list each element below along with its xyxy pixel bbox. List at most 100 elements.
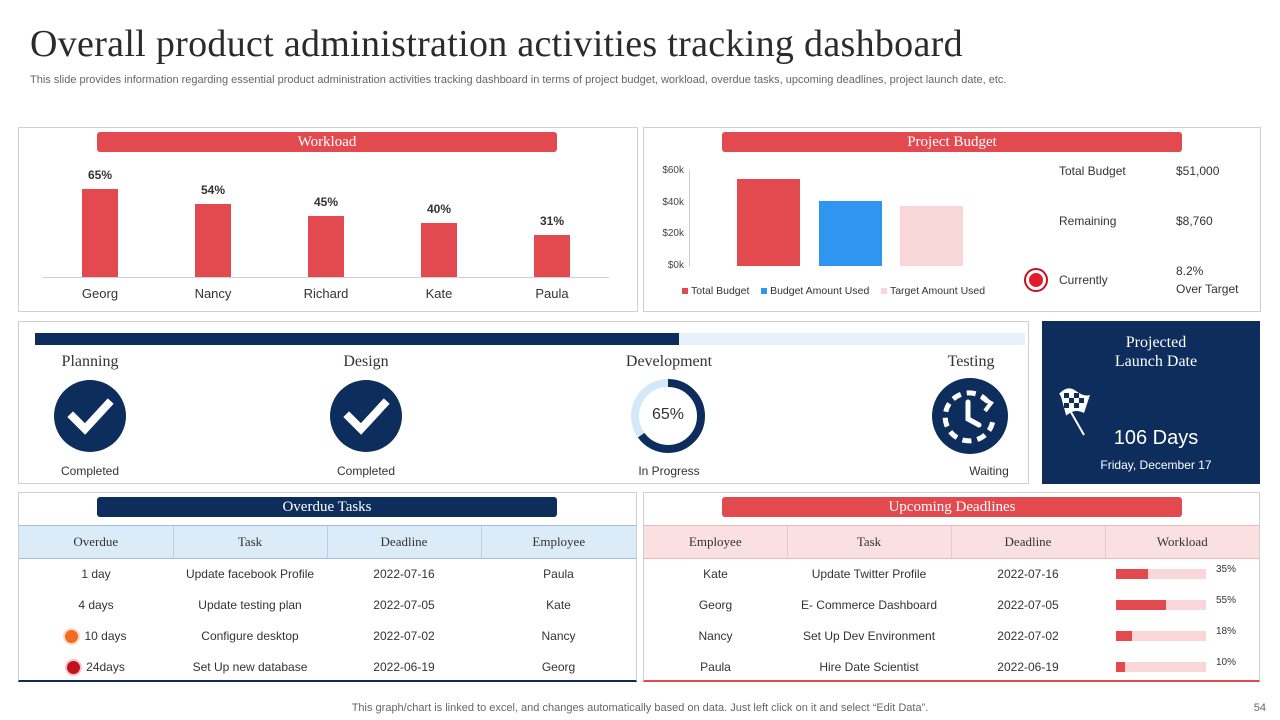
launch-title-line1: Projected — [1125, 334, 1187, 351]
table-row[interactable]: 24days Set Up new database 2022-06-19 Ge… — [19, 652, 636, 683]
budget-title: Project Budget — [722, 132, 1182, 152]
col-workload: Workload — [1104, 525, 1259, 559]
table-row[interactable]: Nancy Set Up Dev Environment 2022-07-02 … — [644, 621, 1259, 652]
overdue-cell: 1 day — [19, 559, 173, 590]
table-row[interactable]: Georg E- Commerce Dashboard 2022-07-05 5… — [644, 590, 1259, 621]
col-task: Task — [786, 525, 951, 559]
table-row[interactable]: 1 day Update facebook Profile 2022-07-16… — [19, 559, 636, 590]
employee-cell: Nancy — [698, 629, 733, 643]
legend-label-target: Target Amount Used — [889, 285, 986, 297]
legend-label-total: Total Budget — [691, 285, 750, 297]
employee-cell: Paula — [543, 567, 574, 582]
phase-development-status: In Progress — [638, 464, 700, 478]
workload-bar[interactable] — [421, 223, 457, 277]
workload-bar-label: 65% — [87, 168, 113, 183]
workload-bar[interactable] — [82, 189, 118, 277]
workload-panel: Workload 65% Georg 54% Nancy 45% Richard 40% Ka… — [18, 127, 638, 312]
phase-design-status: Completed — [336, 464, 396, 478]
clock-icon — [932, 378, 1008, 454]
deadline-cell: 2022-06-19 — [373, 660, 435, 674]
workload-title: Workload — [97, 132, 557, 152]
footer-note: This graph/chart is linked to excel, and… — [351, 702, 929, 714]
budget-panel: Project Budget $60k $40k $20k $0k Total Bud… — [643, 127, 1261, 312]
deadline-cell: 2022-07-02 — [997, 629, 1059, 643]
deadline-cell: 2022-06-19 — [997, 660, 1059, 674]
employee-cell: Georg — [541, 660, 576, 674]
table-row[interactable]: Paula Hire Date Scientist 2022-06-19 10% — [644, 652, 1259, 683]
table-row[interactable]: 10 days Configure desktop 2022-07-02 Nan… — [19, 621, 636, 652]
workload-chart[interactable]: 65% Georg 54% Nancy 45% Richard 40% Kate 31% Paul… — [19, 128, 639, 313]
col-task: Task — [172, 525, 327, 559]
budget-y-tick: $20k — [662, 228, 684, 240]
workload-progress-fill — [1116, 599, 1166, 610]
budget-bar[interactable] — [900, 205, 963, 266]
workload-pct: 35% — [1216, 564, 1237, 575]
workload-cell: 35% — [1105, 559, 1259, 590]
workload-baseline — [43, 277, 609, 278]
workload-category-label: Kate — [425, 286, 453, 301]
workload-bar[interactable] — [195, 204, 231, 277]
budget-legend: Total Budget Budget Amount Used Target A… — [682, 285, 985, 297]
alert-icon — [1024, 268, 1048, 292]
workload-progress-fill — [1116, 661, 1125, 672]
workload-bar[interactable] — [534, 235, 570, 277]
legend-swatch-total — [682, 288, 688, 295]
task-cell: Hire Date Scientist — [819, 660, 919, 674]
budget-bar[interactable] — [737, 178, 800, 266]
upcoming-title: Upcoming Deadlines — [722, 497, 1182, 517]
workload-progress — [1116, 661, 1206, 672]
overdue-cell: 4 days — [19, 590, 173, 621]
budget-y-axis — [689, 170, 690, 267]
budget-y-tick: $60k — [662, 165, 684, 176]
upcoming-panel: Upcoming Deadlines Employee Task Deadlin… — [643, 492, 1260, 682]
budget-chart[interactable]: $60k $40k $20k $0k — [644, 128, 1024, 313]
deadline-cell: 2022-07-05 — [997, 598, 1059, 612]
workload-bar-label: 40% — [426, 202, 452, 216]
workload-progress — [1116, 630, 1206, 641]
task-cell: Set Up Dev Environment — [802, 629, 936, 643]
development-donut: 65% — [630, 378, 706, 454]
launch-card: Projected Launch Date 106 Days Friday, D… — [1042, 321, 1260, 484]
workload-category-label: Georg — [81, 286, 119, 301]
workload-bar-label: 54% — [200, 183, 226, 198]
phase-testing-status: Waiting — [969, 464, 1009, 478]
workload-progress — [1116, 599, 1206, 610]
employee-cell: Nancy — [541, 629, 576, 643]
task-cell: Set Up new database — [192, 660, 308, 674]
legend-label-used: Budget Amount Used — [770, 285, 870, 297]
phases-panel: Planning Completed Design Completed Deve… — [18, 321, 1029, 484]
workload-bar[interactable] — [308, 216, 344, 277]
remaining-label: Remaining — [1059, 214, 1117, 228]
upcoming-table: Employee Task Deadline Workload Kate Upd… — [644, 525, 1259, 683]
task-cell: Configure desktop — [201, 629, 299, 643]
page-number: 54 — [1253, 702, 1266, 714]
overdue-title: Overdue Tasks — [97, 497, 557, 517]
phase-planning-status: Completed — [60, 464, 120, 478]
deadline-cell: 2022-07-05 — [373, 598, 435, 612]
deadline-cell: 2022-07-16 — [997, 567, 1059, 582]
page-title: Overall product administration activitie… — [30, 23, 963, 65]
table-row[interactable]: 4 days Update testing plan 2022-07-05 Ka… — [19, 590, 636, 621]
budget-y-tick: $0k — [667, 260, 684, 271]
phase-development-name: Development — [625, 353, 713, 370]
launch-title-line2: Launch Date — [1114, 353, 1198, 370]
overdue-cell: 24days — [19, 652, 173, 683]
workload-pct: 55% — [1216, 594, 1237, 606]
checkmark-icon — [54, 380, 126, 452]
workload-cell: 18% — [1105, 621, 1259, 652]
currently-note: Over Target — [1176, 282, 1239, 296]
legend-swatch-used — [761, 288, 768, 295]
overdue-panel: Overdue Tasks Overdue Task Deadline Empl… — [18, 492, 637, 682]
budget-bar[interactable] — [819, 201, 882, 266]
task-cell: Update Twitter Profile — [811, 567, 927, 582]
launch-days: 106 Days — [1113, 427, 1199, 449]
col-deadline: Deadline — [950, 525, 1105, 559]
upcoming-header-row: Employee Task Deadline Workload — [644, 525, 1259, 559]
workload-category-label: Paula — [535, 286, 569, 301]
col-overdue: Overdue — [19, 525, 173, 559]
col-employee: Employee — [480, 525, 636, 559]
total-budget-label: Total Budget — [1059, 164, 1126, 178]
table-row[interactable]: Kate Update Twitter Profile 2022-07-16 3… — [644, 559, 1259, 590]
workload-category-label: Richard — [303, 286, 349, 301]
checkmark-icon — [330, 380, 402, 452]
